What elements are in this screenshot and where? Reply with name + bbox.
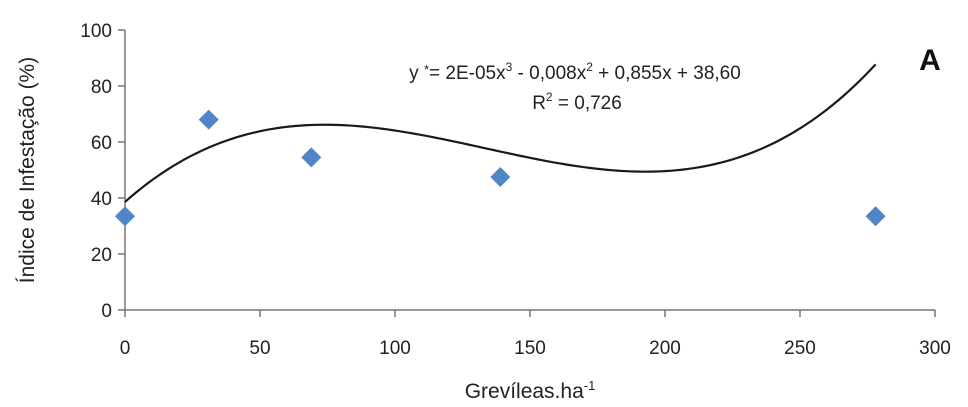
x-axis: 0 50 100 150 200 250 300 [120, 309, 951, 359]
trendline-layer [124, 63, 877, 203]
y-tick-label: 40 [91, 189, 112, 210]
data-point [490, 167, 511, 187]
y-axis: 0 20 40 60 80 100 [80, 21, 126, 322]
x-tick-label: 200 [649, 338, 681, 359]
data-point [198, 109, 219, 130]
y-tick-label: 60 [91, 133, 112, 154]
data-point [865, 206, 886, 227]
r-squared-label: R2 = 0,726 [532, 90, 622, 114]
data-points-layer [115, 109, 886, 227]
x-tick-label: 50 [249, 338, 270, 359]
polynomial-trendline [124, 63, 877, 203]
x-tick-label: 150 [514, 338, 546, 359]
trendline-equation: y *= 2E-05x3 - 0,008x2 + 0,855x + 38,60 [409, 60, 741, 84]
panel-label: A [919, 44, 941, 77]
x-tick-label: 250 [784, 338, 816, 359]
x-tick-label: 0 [120, 338, 131, 359]
data-point [115, 206, 135, 227]
x-tick-label: 300 [919, 338, 951, 359]
x-axis-title: Grevíleas.ha-1 [465, 378, 596, 403]
y-tick-label: 100 [80, 21, 112, 42]
x-tick-label: 100 [379, 338, 411, 359]
y-tick-label: 80 [91, 77, 112, 98]
y-axis-title: Índice de Infestação (%) [16, 57, 39, 283]
data-point [301, 147, 322, 168]
y-tick-label: 20 [91, 245, 112, 266]
y-tick-label: 0 [101, 301, 112, 322]
